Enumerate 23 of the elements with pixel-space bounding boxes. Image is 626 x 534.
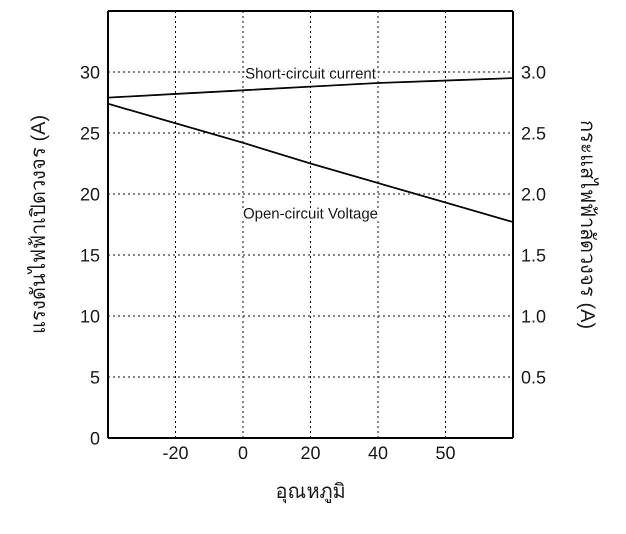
y2-tick-label: 2.0 (521, 184, 546, 204)
y-tick-label: 15 (80, 245, 100, 266)
y-tick-label: 25 (80, 123, 100, 144)
y2-tick-label: 3.0 (521, 62, 546, 82)
y-tick-label: 30 (80, 62, 100, 82)
x-axis-title: อุณหภูมิ (276, 481, 346, 504)
series-label: Open-circuit Voltage (242, 206, 378, 222)
y2-tick-label: 2.5 (521, 123, 546, 144)
x-tick-label: 20 (300, 442, 321, 463)
x-tick-label: 0 (238, 442, 248, 463)
y-tick-label: 5 (90, 367, 100, 388)
y2-tick-label: 0.5 (521, 367, 546, 388)
y-tick-label: 20 (80, 184, 100, 204)
y2-tick-label: 1.5 (521, 245, 546, 266)
y-tick-label: 0 (90, 428, 100, 448)
y2-axis-title: กระแสไฟฟ้าลัดวงจร (A) (576, 120, 599, 330)
x-tick-label: -20 (162, 442, 189, 463)
y-tick-label: 10 (80, 306, 100, 326)
x-tick-label: 40 (368, 442, 388, 463)
y2-tick-label: 1.0 (521, 306, 546, 326)
x-tick-label: 50 (435, 442, 456, 463)
series-label: Short-circuit current (245, 66, 377, 83)
y-axis-title: แรงดันไฟฟ้าเปิดวงจร (A) (27, 114, 50, 334)
